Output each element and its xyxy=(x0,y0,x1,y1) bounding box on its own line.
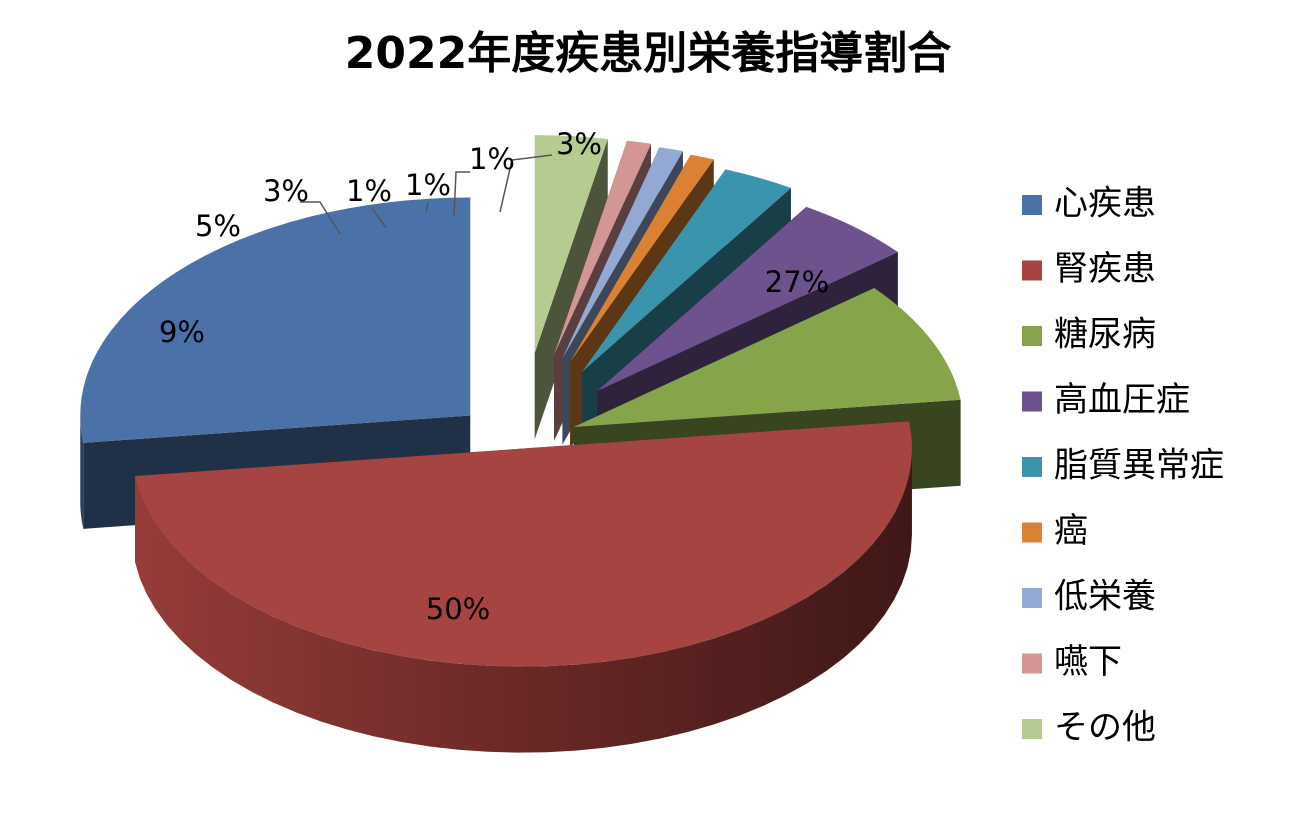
data-labels: 27% 50% 9% 5% 3% 1% 1% 1% 3% xyxy=(159,127,829,626)
leader-line-7 xyxy=(453,171,470,217)
data-label-6: 1% xyxy=(405,168,451,202)
legend-label-6: 低栄養 xyxy=(1054,577,1156,617)
slice-8 xyxy=(534,135,608,354)
leader-line-5 xyxy=(371,207,387,229)
slice-3 xyxy=(597,206,898,391)
legend-label-4: 脂質異常症 xyxy=(1054,446,1224,486)
data-label-3: 5% xyxy=(195,209,241,243)
slice-wall-8-0 xyxy=(534,139,608,440)
leader-line-6 xyxy=(425,202,429,213)
legend-swatch-1 xyxy=(1022,260,1042,281)
data-label-5: 1% xyxy=(346,174,392,208)
legend-swatch-4 xyxy=(1022,457,1042,477)
legend-label-8: その他 xyxy=(1054,708,1156,748)
legend-swatch-0 xyxy=(1022,195,1042,215)
legend-label-7: 嚥下 xyxy=(1054,642,1122,682)
legend-label-5: 癌 xyxy=(1054,511,1088,551)
leader-lines xyxy=(300,154,553,235)
slice-4 xyxy=(581,169,791,373)
data-label-1: 50% xyxy=(426,592,490,626)
slice-7 xyxy=(554,140,652,355)
slice-outer-wall-1-0 xyxy=(135,448,912,753)
leader-line-4 xyxy=(300,201,341,235)
data-label-7: 1% xyxy=(469,142,515,176)
legend-swatch-8 xyxy=(1022,719,1042,739)
chart-title: 2022年度疾患別栄養指導割合 xyxy=(345,28,951,79)
legend-label-1: 腎疾患 xyxy=(1054,249,1156,289)
legend-swatch-7 xyxy=(1022,653,1042,674)
pie-top-layer xyxy=(80,135,961,667)
legend-label-3: 高血圧症 xyxy=(1054,380,1190,420)
legend-swatch-2 xyxy=(1022,326,1042,346)
slice-1 xyxy=(135,421,912,667)
slice-5 xyxy=(570,154,714,363)
data-label-2: 9% xyxy=(159,315,205,349)
slice-2 xyxy=(573,288,961,428)
data-label-0: 27% xyxy=(765,265,829,299)
slice-0 xyxy=(80,197,471,443)
legend-swatch-5 xyxy=(1022,522,1042,543)
slice-outer-wall-0-0 xyxy=(80,415,84,529)
leader-line-8 xyxy=(499,154,553,213)
legend-label-2: 糖尿病 xyxy=(1054,315,1156,355)
legend-swatch-6 xyxy=(1022,588,1042,608)
slice-6 xyxy=(562,147,683,359)
data-label-4: 3% xyxy=(263,174,309,208)
legend-label-0: 心疾患 xyxy=(1054,184,1156,224)
legend-swatch-3 xyxy=(1022,391,1042,412)
data-label-8: 3% xyxy=(556,127,602,161)
